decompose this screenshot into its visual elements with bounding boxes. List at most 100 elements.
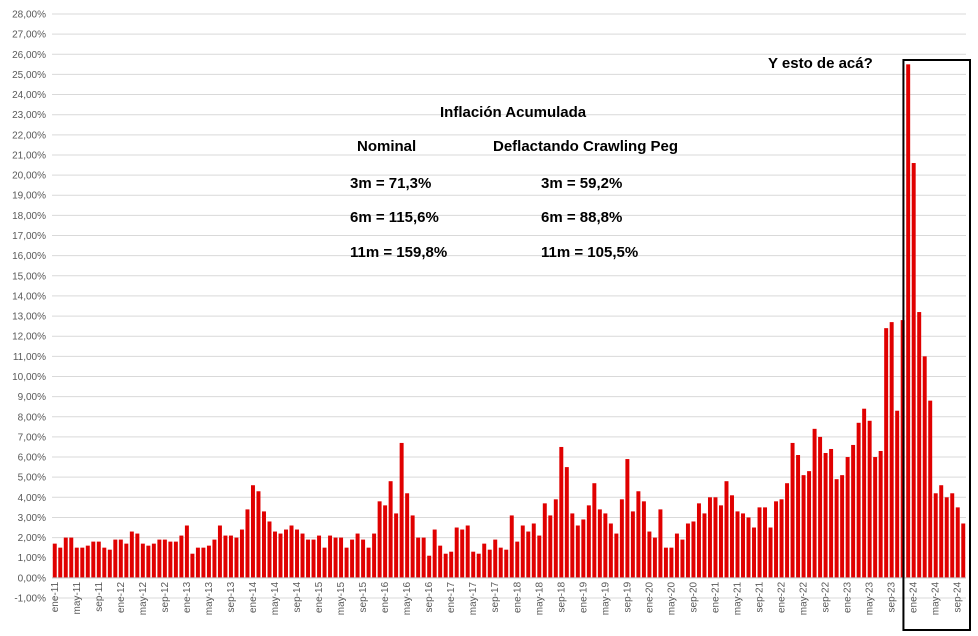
bar xyxy=(526,531,531,578)
bar xyxy=(443,553,448,578)
bar xyxy=(476,553,481,578)
bar xyxy=(895,410,900,578)
bar xyxy=(377,501,382,578)
x-tick-label: sep-16 xyxy=(424,581,435,612)
bar xyxy=(69,537,74,578)
bar xyxy=(306,539,311,578)
bar xyxy=(410,515,415,578)
y-tick-label: 24,00% xyxy=(12,90,46,101)
bar xyxy=(168,541,173,578)
y-tick-label: 23,00% xyxy=(12,110,46,121)
bar xyxy=(818,436,823,578)
bar xyxy=(724,481,729,578)
bar xyxy=(344,547,349,578)
bar xyxy=(955,507,960,578)
x-tick-label: may-18 xyxy=(534,581,545,615)
bar xyxy=(906,64,911,578)
y-tick-label: 6,00% xyxy=(18,453,46,464)
bar xyxy=(80,547,85,578)
x-tick-label: may-22 xyxy=(799,581,810,615)
bar xyxy=(91,541,96,578)
bar xyxy=(350,539,355,578)
bar xyxy=(394,513,399,578)
bar xyxy=(917,312,922,578)
bar xyxy=(840,475,845,578)
x-tick-label: sep-12 xyxy=(160,581,171,612)
bar xyxy=(311,539,316,578)
bar xyxy=(542,503,547,578)
bar xyxy=(454,527,459,578)
y-tick-label: 28,00% xyxy=(12,10,46,21)
x-tick-label: ene-17 xyxy=(446,581,457,613)
bar xyxy=(509,515,514,578)
bar xyxy=(823,453,828,578)
bar xyxy=(663,547,668,578)
y-tick-label: 22,00% xyxy=(12,130,46,141)
x-tick-label: ene-18 xyxy=(512,581,523,613)
x-tick-label: ene-20 xyxy=(644,581,655,613)
bar xyxy=(113,539,118,578)
bar xyxy=(608,523,613,578)
bar xyxy=(619,499,624,578)
x-tick-label: ene-22 xyxy=(777,581,788,613)
y-tick-label: 0,00% xyxy=(18,573,46,584)
bar xyxy=(157,539,162,578)
bar xyxy=(774,501,779,578)
bar xyxy=(85,545,90,578)
bar xyxy=(757,507,762,578)
bar xyxy=(432,529,437,578)
x-tick-label: sep-21 xyxy=(755,581,766,612)
x-tick-label: ene-21 xyxy=(710,581,721,613)
bar xyxy=(680,539,685,578)
x-tick-label: may-17 xyxy=(468,581,479,615)
bar xyxy=(702,513,707,578)
bar xyxy=(911,163,916,578)
bar xyxy=(553,499,558,578)
x-tick-label: may-21 xyxy=(733,581,744,615)
x-tick-label: sep-14 xyxy=(292,581,303,612)
bar xyxy=(851,444,856,578)
y-tick-label: 25,00% xyxy=(12,70,46,81)
bar xyxy=(570,513,575,578)
deflated-row-3m: 3m = 59,2% xyxy=(541,175,622,192)
bar xyxy=(669,547,674,578)
bar xyxy=(779,499,784,578)
nominal-row-11m: 11m = 159,8% xyxy=(350,244,447,261)
bar xyxy=(140,543,145,578)
bar xyxy=(862,408,867,578)
bar xyxy=(707,497,712,578)
bar xyxy=(162,539,167,578)
y-tick-label: 9,00% xyxy=(18,392,46,403)
bar xyxy=(361,539,366,578)
bar xyxy=(636,491,641,578)
x-tick-label: ene-19 xyxy=(578,581,589,613)
y-tick-label: 26,00% xyxy=(12,50,46,61)
x-tick-label: may-13 xyxy=(204,581,215,615)
nominal-row-6m: 6m = 115,6% xyxy=(350,209,439,226)
bar xyxy=(873,457,878,578)
bar xyxy=(691,521,696,578)
x-axis-tick-labels: ene-11 may-11 sep-11 ene-12 may-12 sep-12 ene-… xyxy=(50,581,964,615)
bar xyxy=(295,529,300,578)
y-tick-label: 10,00% xyxy=(12,372,46,383)
bar xyxy=(58,547,63,578)
y-tick-label: 11,00% xyxy=(13,352,46,363)
bar xyxy=(718,505,723,578)
bar xyxy=(118,539,123,578)
bar xyxy=(520,525,525,578)
bar xyxy=(206,545,211,578)
bar xyxy=(416,537,421,578)
bar xyxy=(135,533,140,578)
bar xyxy=(961,523,966,578)
bar xyxy=(261,511,266,578)
bar xyxy=(256,491,261,578)
bar xyxy=(465,525,470,578)
bar xyxy=(922,356,927,578)
y-tick-label: 20,00% xyxy=(12,171,46,182)
x-tick-label: sep-13 xyxy=(226,581,237,612)
y-tick-label: 5,00% xyxy=(18,473,46,484)
bar xyxy=(785,483,790,578)
y-axis-tick-labels: -1,00% 0,00% 1,00% 2,00% 3,00% 4,00% 5,00% 6,00… xyxy=(12,10,46,605)
y-tick-label: 17,00% xyxy=(12,231,46,242)
y-tick-label: 2,00% xyxy=(18,533,46,544)
